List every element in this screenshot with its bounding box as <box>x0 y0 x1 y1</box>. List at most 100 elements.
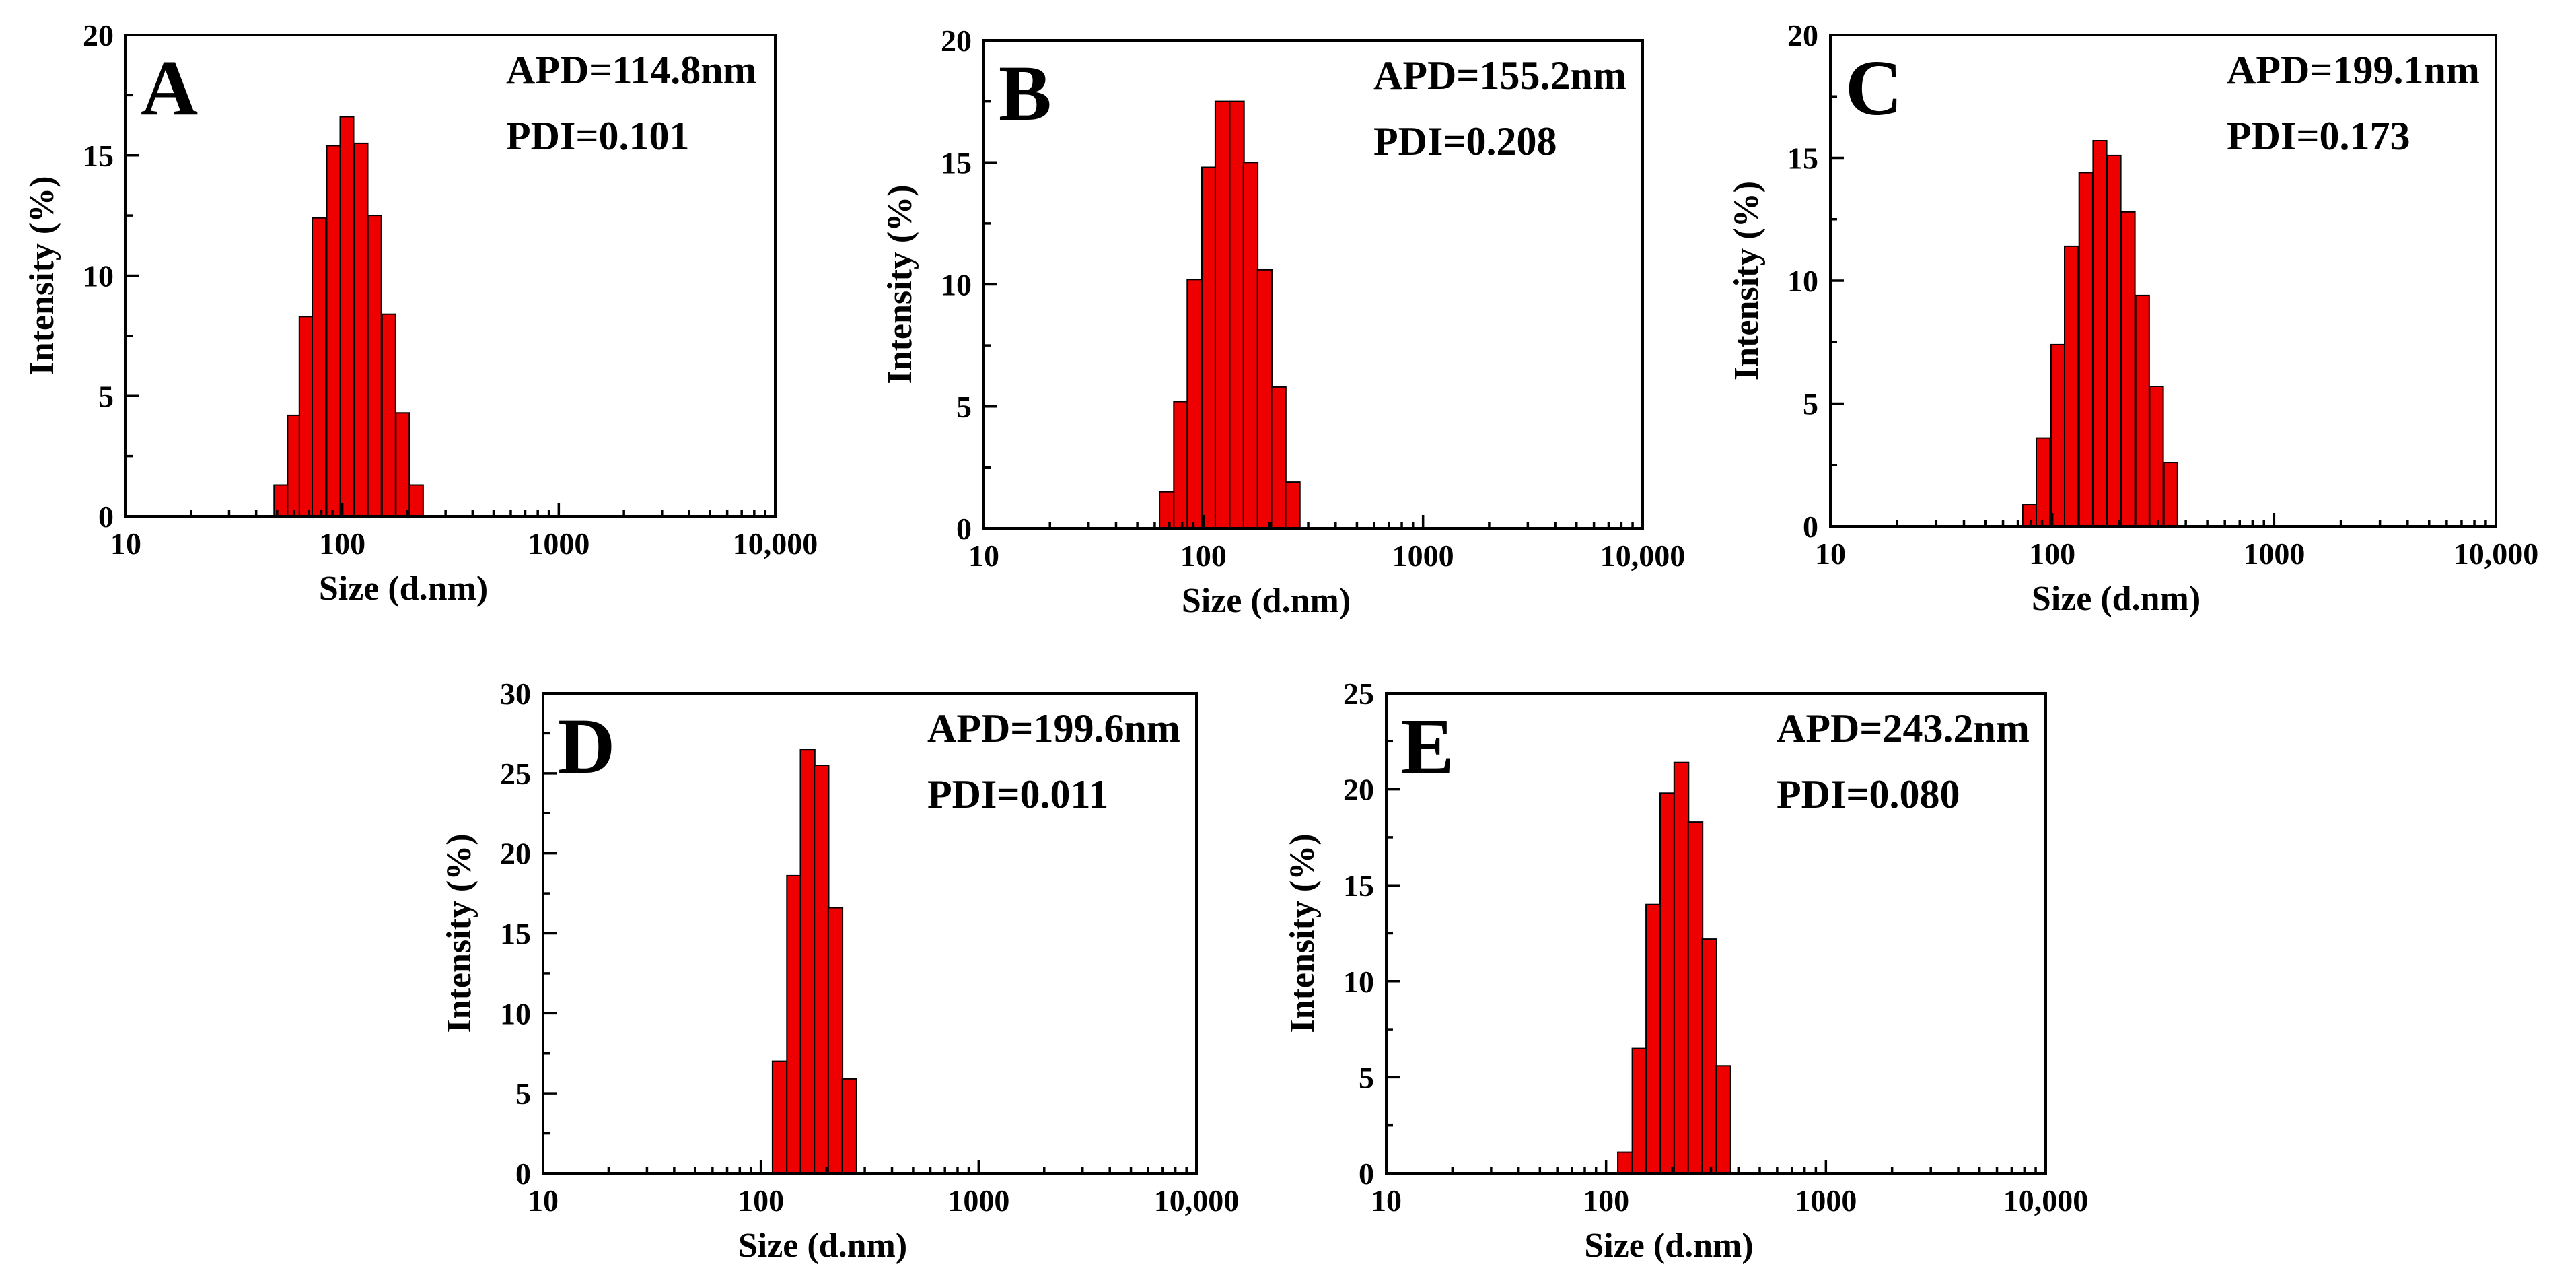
panel-letter: E <box>1401 702 1454 790</box>
panel-letter: D <box>558 702 615 790</box>
y-tick-label: 30 <box>500 677 531 711</box>
y-axis-title: Intensity (%) <box>1283 833 1322 1033</box>
panel-e: 10 100 1000 10,000 0 5 10 15 20 25 Size (d.nm) Inte… <box>1283 677 2088 1265</box>
bar <box>381 313 396 517</box>
x-axis-title: Size (d.nm) <box>738 1226 907 1265</box>
bar <box>1256 269 1273 530</box>
x-tick-label: 100 <box>738 1183 784 1218</box>
y-tick-label: 15 <box>1787 141 1818 176</box>
panel-d: 10 100 1000 10,000 0 5 10 15 20 25 30 Size (d.nm) In… <box>440 677 1239 1265</box>
x-axis-title: Size (d.nm) <box>1182 582 1351 620</box>
y-tick-label: 20 <box>941 24 972 58</box>
y-tick-label: 0 <box>1359 1156 1374 1191</box>
panel-b: 10 100 1000 10,000 0 5 10 15 20 Size (d.nm) Intens… <box>881 24 1685 620</box>
y-tick-label: 15 <box>1343 868 1374 903</box>
bar <box>408 484 424 517</box>
bar <box>2092 140 2108 527</box>
panel-letter: C <box>1845 44 1902 132</box>
y-tick-label: 5 <box>956 390 972 424</box>
apd-annotation: APD=114.8nm <box>506 48 757 92</box>
bar <box>353 142 369 517</box>
x-tick-label: 1000 <box>1795 1183 1857 1218</box>
bar <box>326 145 341 517</box>
bar <box>2135 294 2150 527</box>
bar <box>799 749 816 1174</box>
apd-annotation: APD=155.2nm <box>1373 53 1626 98</box>
x-tick-label: 10,000 <box>2454 536 2539 571</box>
bar <box>1631 1047 1648 1174</box>
x-tick-label: 1000 <box>947 1183 1009 1218</box>
y-tick-label: 20 <box>500 837 531 871</box>
y-tick-label: 0 <box>515 1156 531 1191</box>
x-tick-label: 10 <box>110 526 141 561</box>
bar <box>2106 154 2122 527</box>
x-tick-label: 1000 <box>528 526 589 561</box>
pdi-annotation: PDI=0.208 <box>1373 119 1557 164</box>
x-tick-label: 10,000 <box>1154 1183 1240 1218</box>
pdi-annotation: PDI=0.101 <box>506 114 690 158</box>
bar <box>1242 162 1259 530</box>
y-tick-label: 20 <box>1787 18 1818 53</box>
x-tick-label: 10 <box>528 1183 559 1218</box>
x-tick-label: 1000 <box>2243 536 2305 571</box>
panel-letter: A <box>141 44 198 132</box>
bar <box>1715 1065 1731 1175</box>
x-tick-label: 100 <box>1180 539 1227 573</box>
y-axis-title: Intensity (%) <box>881 184 919 384</box>
bar <box>1201 166 1217 529</box>
y-axis-title: Intensity (%) <box>440 833 478 1033</box>
bar <box>1173 401 1189 529</box>
y-tick-label: 0 <box>1803 510 1818 544</box>
bar <box>827 907 844 1174</box>
x-tick-label: 1000 <box>1392 539 1454 573</box>
bar <box>2120 211 2136 527</box>
bar <box>1701 938 1717 1174</box>
bar <box>1687 821 1704 1174</box>
x-tick-label: 100 <box>1583 1183 1629 1218</box>
x-tick-label: 10,000 <box>2003 1183 2089 1218</box>
bar <box>2050 343 2066 527</box>
y-tick-label: 25 <box>1343 677 1374 711</box>
apd-annotation: APD=243.2nm <box>1777 706 2030 751</box>
y-tick-label: 15 <box>500 917 531 951</box>
y-axis-title: Intensity (%) <box>1727 181 1766 380</box>
x-tick-label: 10 <box>968 539 999 573</box>
y-tick-label: 5 <box>515 1076 531 1111</box>
bar <box>841 1078 857 1175</box>
x-tick-label: 100 <box>319 526 365 561</box>
bar <box>814 765 830 1174</box>
bar <box>2064 245 2079 527</box>
pdi-annotation: PDI=0.011 <box>927 772 1108 817</box>
y-tick-label: 20 <box>1343 773 1374 807</box>
bar <box>1659 792 1676 1175</box>
y-tick-label: 10 <box>1787 264 1818 298</box>
apd-annotation: APD=199.6nm <box>927 706 1180 751</box>
x-tick-label: 10 <box>1371 1183 1402 1218</box>
y-tick-label: 15 <box>83 139 114 173</box>
bar <box>1645 903 1661 1174</box>
x-tick-label: 10 <box>1815 536 1846 571</box>
y-tick-label: 5 <box>1803 387 1818 421</box>
x-tick-label: 10,000 <box>1600 539 1686 573</box>
bar <box>2078 172 2094 527</box>
panel-a: 10 100 1000 10,000 0 5 10 15 20 Size (d.nm) Intens… <box>23 18 818 608</box>
y-tick-label: 5 <box>1359 1060 1374 1095</box>
bar <box>395 412 410 517</box>
bar <box>2022 504 2038 527</box>
bar <box>312 217 326 517</box>
bar <box>298 316 314 517</box>
bar <box>786 874 802 1175</box>
bar <box>1159 491 1175 529</box>
panel-letter: B <box>999 49 1052 137</box>
bar <box>1673 761 1690 1174</box>
apd-annotation: APD=199.1nm <box>2227 48 2480 92</box>
x-tick-label: 10,000 <box>733 526 818 561</box>
y-tick-label: 5 <box>98 379 114 413</box>
y-tick-label: 0 <box>956 512 972 546</box>
bar <box>771 1060 788 1174</box>
bar <box>1229 100 1245 530</box>
y-tick-label: 25 <box>500 757 531 791</box>
y-tick-label: 15 <box>941 145 972 180</box>
x-axis-title: Size (d.nm) <box>319 569 488 608</box>
